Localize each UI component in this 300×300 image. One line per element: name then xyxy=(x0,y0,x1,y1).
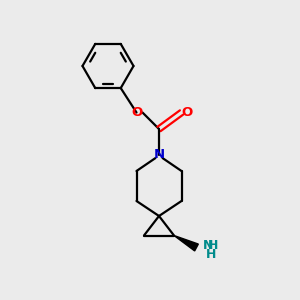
Text: H: H xyxy=(208,238,218,252)
Text: H: H xyxy=(206,248,216,261)
Polygon shape xyxy=(174,236,198,251)
Text: O: O xyxy=(181,106,193,119)
Text: N: N xyxy=(153,148,165,161)
Text: N: N xyxy=(203,238,213,252)
Text: O: O xyxy=(131,106,142,119)
